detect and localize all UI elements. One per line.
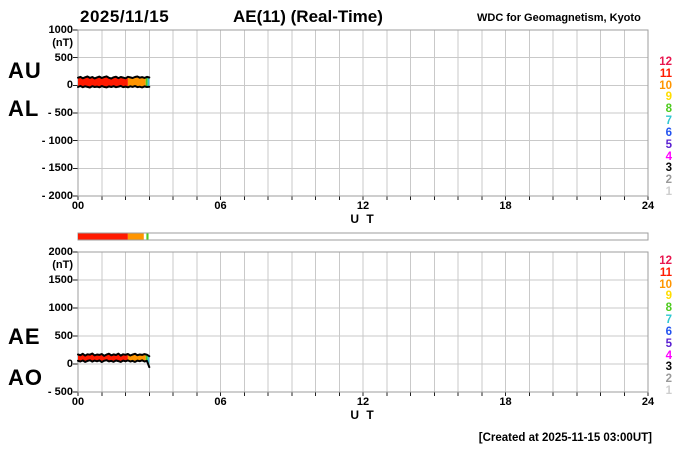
ut-label-upper: U T bbox=[350, 212, 376, 226]
legend-count-6: 6 bbox=[665, 126, 672, 139]
legend-count-4: 4 bbox=[665, 150, 672, 163]
availability-bar-frame bbox=[77, 232, 649, 241]
y-tick-label: 0 bbox=[66, 79, 73, 92]
plot-date: 2025/11/15 bbox=[80, 7, 170, 26]
legend-count-1: 1 bbox=[665, 385, 672, 398]
legend-count-2: 2 bbox=[665, 373, 672, 386]
y-tick-label: 1000 bbox=[48, 302, 73, 314]
x-tick-label: 18 bbox=[499, 200, 512, 212]
band-fill-8-stations bbox=[145, 76, 148, 87]
created-timestamp: [Created at 2025-11-15 03:00UT] bbox=[478, 432, 652, 444]
source-label: WDC for Geomagnetism, Kyoto bbox=[477, 12, 641, 24]
y-tick-label: - 500 bbox=[47, 107, 73, 119]
legend-count-12: 12 bbox=[659, 56, 672, 68]
plot-frame bbox=[77, 29, 649, 197]
x-tick-label: 00 bbox=[71, 396, 85, 408]
y-axis-unit: (nT) bbox=[52, 37, 73, 49]
legend-count-6: 6 bbox=[665, 325, 672, 338]
legend-count-3: 3 bbox=[665, 162, 672, 175]
legend-count-3: 3 bbox=[665, 361, 672, 374]
legend-count-9: 9 bbox=[665, 290, 672, 303]
x-tick-label: 06 bbox=[214, 200, 227, 212]
band-fill-10-stations bbox=[127, 76, 146, 88]
y-tick-label: 500 bbox=[54, 330, 73, 342]
legend-count-10: 10 bbox=[659, 79, 672, 92]
x-tick-label: 00 bbox=[71, 200, 85, 212]
ao-trace bbox=[77, 359, 151, 369]
ut-label-lower: U T bbox=[350, 408, 376, 422]
legend-count-9: 9 bbox=[665, 91, 672, 104]
x-tick-label: 12 bbox=[356, 200, 370, 212]
band-fill-7-stations bbox=[147, 77, 150, 87]
plot-title: AE(11) (Real-Time) bbox=[233, 7, 383, 26]
availability-segment bbox=[127, 233, 144, 240]
plot-frame bbox=[77, 251, 649, 393]
au-trace bbox=[77, 75, 151, 80]
y-tick-label: 0 bbox=[66, 358, 73, 370]
legend-count-11: 11 bbox=[659, 67, 672, 80]
legend-count-2: 2 bbox=[665, 174, 672, 187]
legend-count-7: 7 bbox=[665, 314, 672, 327]
x-tick-label: 18 bbox=[499, 396, 512, 408]
y-tick-label: 1500 bbox=[48, 274, 73, 286]
legend-count-4: 4 bbox=[665, 349, 672, 362]
al-axis-label: AL bbox=[8, 96, 40, 121]
x-tick-label: 24 bbox=[641, 396, 655, 408]
y-axis-unit: (nT) bbox=[52, 259, 73, 271]
au-axis-label: AU bbox=[8, 58, 42, 83]
x-tick-label: 12 bbox=[356, 396, 370, 408]
x-tick-label: 06 bbox=[214, 396, 227, 408]
x-tick-label: 24 bbox=[641, 200, 655, 212]
legend-count-8: 8 bbox=[665, 302, 672, 315]
availability-segment bbox=[146, 233, 149, 240]
y-tick-label: 1000 bbox=[48, 24, 73, 36]
y-tick-label: 500 bbox=[54, 51, 73, 64]
y-tick-label: - 500 bbox=[47, 386, 73, 398]
ae-axis-label: AE bbox=[8, 324, 41, 349]
y-tick-label: - 1000 bbox=[41, 134, 73, 147]
legend-count-12: 12 bbox=[659, 255, 672, 267]
legend-count-7: 7 bbox=[665, 115, 672, 128]
legend-count-5: 5 bbox=[665, 337, 672, 350]
y-tick-label: - 2000 bbox=[41, 190, 73, 202]
legend-count-8: 8 bbox=[665, 103, 672, 116]
legend-count-5: 5 bbox=[665, 138, 672, 151]
legend-count-1: 1 bbox=[665, 186, 672, 199]
y-tick-label: - 1500 bbox=[41, 162, 73, 175]
legend-count-10: 10 bbox=[659, 278, 672, 291]
availability-segment bbox=[78, 233, 128, 240]
legend-count-11: 11 bbox=[659, 266, 672, 279]
band-fill-11-stations bbox=[78, 76, 128, 88]
y-tick-label: 2000 bbox=[48, 246, 73, 258]
ae-trace bbox=[77, 352, 151, 358]
al-trace bbox=[77, 85, 151, 89]
ao-axis-label: AO bbox=[8, 365, 43, 390]
